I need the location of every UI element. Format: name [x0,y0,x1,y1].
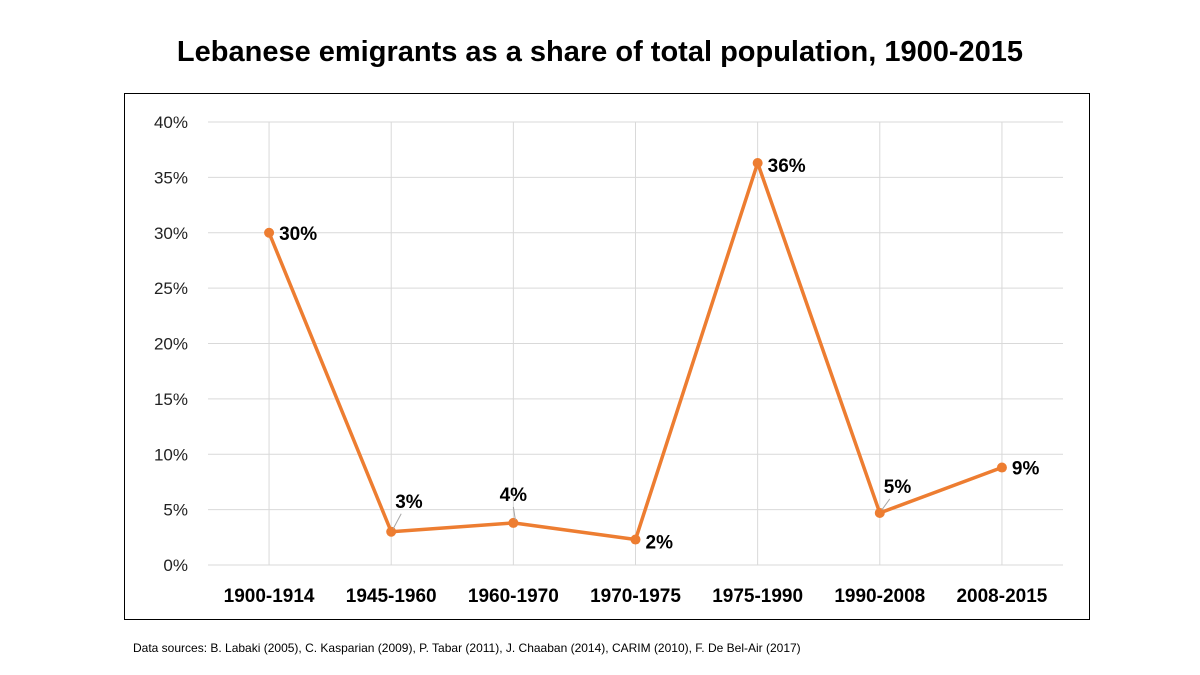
chart-title: Lebanese emigrants as a share of total p… [176,36,1024,68]
data-point [508,517,519,528]
x-tick-label: 1975-1990 [712,586,803,607]
y-tick-label: 20% [154,335,188,354]
y-tick-label: 0% [163,556,188,575]
x-tick-label: 1970-1975 [590,586,681,607]
line-chart: 0% 5% 10% 15% 20% 25% 30% 35% 40% 1900-1914 1945-1… [154,113,1063,607]
data-point [874,507,885,518]
data-label: 4% [500,485,528,506]
x-tick-label: 1945-1960 [346,586,437,607]
data-point [752,157,763,168]
x-tick-label: 2008-2015 [956,586,1047,607]
label-leader-line [512,506,516,520]
data-point [996,462,1007,473]
x-tick-label: 1900-1914 [224,586,315,607]
chart-area: 0% 5% 10% 15% 20% 25% 30% 35% 40% 1900-1914 1945-1… [124,93,1090,620]
data-label: 36% [768,156,806,177]
data-label: 9% [1012,459,1040,480]
y-tick-label: 35% [154,168,188,187]
x-tick-label: 1960-1970 [468,586,559,607]
y-tick-label: 40% [154,113,188,132]
data-label: 3% [395,492,423,513]
y-tick-label: 15% [154,390,188,409]
label-leader-line [881,498,891,511]
data-label: 5% [884,477,912,498]
label-leader-line [392,513,402,530]
y-tick-label: 30% [154,224,188,243]
y-tick-label: 5% [163,501,188,520]
y-tick-label: 10% [154,445,188,464]
data-source-note: Data sources: B. Labaki (2005), C. Kaspa… [133,641,801,655]
data-label: 2% [646,533,674,554]
data-point [386,526,397,537]
y-tick-label: 25% [154,279,188,298]
x-tick-label: 1990-2008 [834,586,925,607]
data-label: 30% [279,224,317,245]
data-point [264,227,275,238]
data-point [630,534,641,545]
